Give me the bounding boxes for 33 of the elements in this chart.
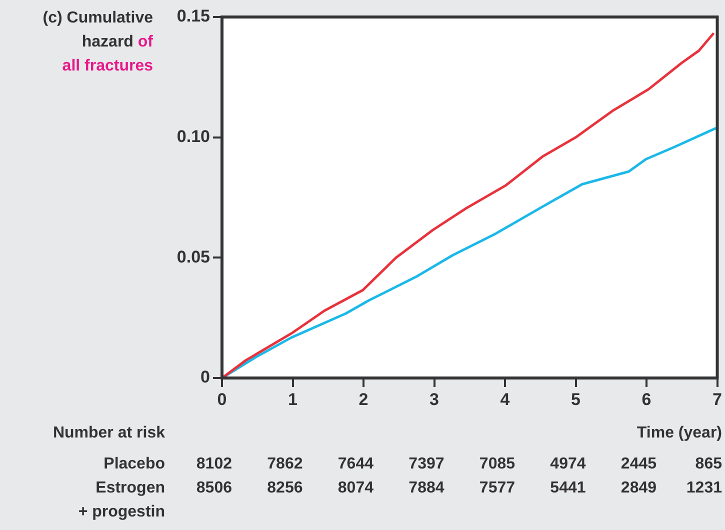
y-tick-label: 0 (200, 368, 210, 387)
text: 7884 (408, 479, 444, 496)
x-tick-label: 7 (712, 390, 722, 409)
x-axis-title: Time (year) (636, 424, 722, 442)
text: 7397 (408, 455, 444, 472)
text: 4974 (550, 455, 586, 472)
x-tick-label: 2 (358, 390, 368, 409)
y-tick-label: 0.10 (176, 127, 210, 146)
text: (c) Cumulative hazard of all fractures (42, 9, 154, 74)
x-tick-label: 6 (642, 390, 652, 409)
text: Placebo (104, 455, 166, 472)
text: 8506 (196, 479, 232, 496)
text: 2849 (620, 479, 657, 496)
text: 7644 (338, 455, 374, 472)
x-tick-label: 1 (288, 390, 298, 409)
text: Estrogen + progestin (78, 479, 165, 520)
y-tick-label: 0.15 (176, 6, 210, 26)
text: 865 (695, 455, 722, 472)
y-tick-label: 0.05 (176, 247, 210, 266)
text: 8256 (267, 479, 303, 496)
x-tick-label: 3 (430, 390, 439, 409)
text: 8102 (196, 455, 232, 472)
x-tick-label: 5 (571, 390, 580, 409)
text: 7862 (267, 455, 303, 472)
text: 7085 (479, 455, 516, 472)
text: 2445 (620, 455, 657, 472)
text: 5441 (550, 479, 586, 496)
x-tick-label: 0 (217, 390, 227, 409)
text: 1231 (686, 479, 722, 496)
text: 7577 (479, 479, 516, 496)
text: Number at risk (52, 424, 166, 442)
text: 8074 (338, 479, 374, 496)
x-tick-label: 4 (500, 390, 510, 409)
